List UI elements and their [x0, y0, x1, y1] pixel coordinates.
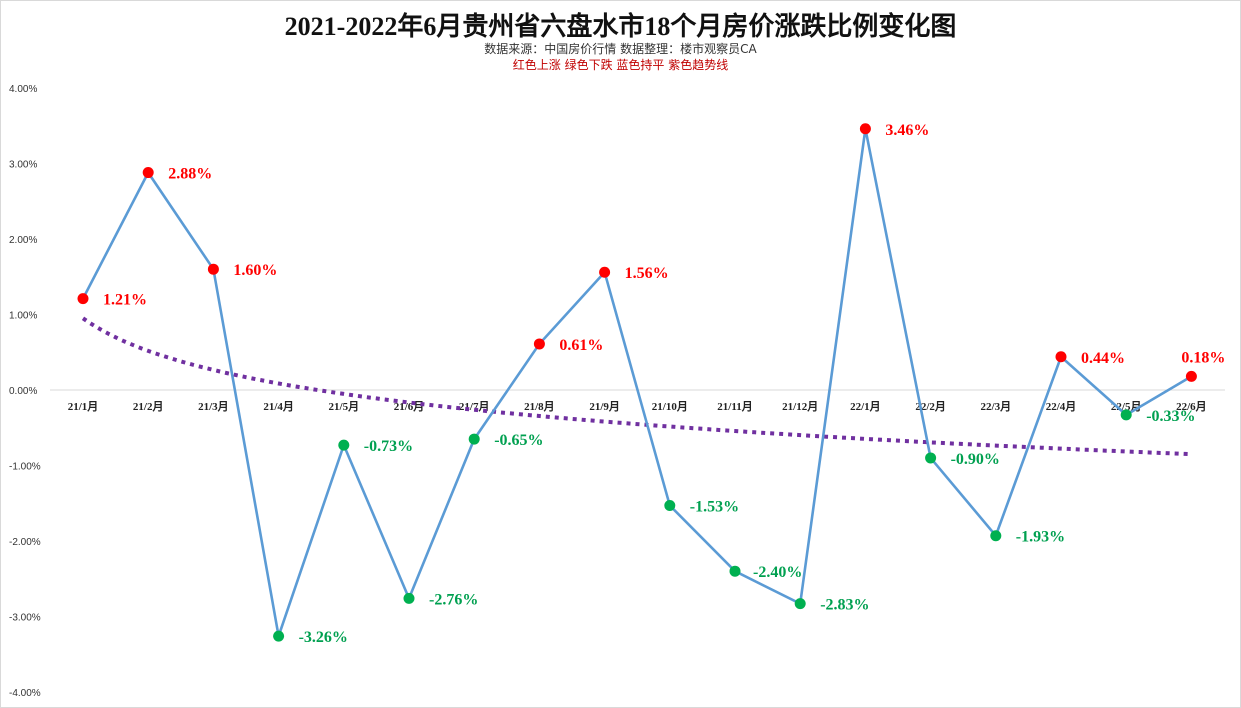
y-tick-label: 1.00% [9, 311, 37, 322]
x-tick-label: 21/9月 [589, 400, 620, 413]
data-label: 1.56% [625, 265, 669, 282]
y-tick-label: 3.00% [9, 160, 37, 171]
x-tick-label: 21/4月 [263, 400, 294, 413]
data-point [273, 630, 285, 642]
data-label: 1.21% [103, 292, 147, 309]
data-point [729, 565, 741, 577]
data-label: -2.76% [429, 591, 478, 608]
data-label: -2.40% [753, 564, 802, 581]
data-label: -1.53% [690, 499, 739, 516]
data-label: 2.88% [168, 166, 212, 183]
data-label: -0.33% [1146, 408, 1195, 425]
data-point [338, 439, 350, 451]
x-tick-label: 21/2月 [133, 400, 164, 413]
x-tick-label: 21/5月 [329, 400, 360, 413]
chart-title: 2021-2022年6月贵州省六盘水市18个月房价涨跌比例变化图 [284, 12, 957, 41]
x-tick-label: 22/1月 [850, 400, 881, 413]
x-tick-label: 21/12月 [782, 400, 818, 413]
data-label: 3.46% [885, 122, 929, 139]
chart-subtitle: 数据来源：中国房价行情 数据整理：楼市观察员CA [484, 42, 757, 56]
data-label: 1.60% [233, 262, 277, 279]
data-label: -0.73% [364, 438, 413, 455]
data-label: 0.18% [1181, 349, 1225, 366]
x-tick-label: 21/10月 [652, 400, 688, 413]
y-tick-label: -2.00% [9, 537, 41, 548]
y-tick-label: 0.00% [9, 386, 37, 397]
x-tick-label: 22/6月 [1176, 400, 1207, 413]
x-tick-label: 22/3月 [981, 400, 1012, 413]
x-tick-label: 21/3月 [198, 400, 229, 413]
y-tick-label: -3.00% [9, 613, 41, 624]
x-tick-label: 22/4月 [1046, 400, 1077, 413]
data-point [468, 433, 480, 445]
data-point [142, 167, 154, 179]
data-label: 0.61% [559, 337, 603, 354]
x-tick-label: 21/8月 [524, 400, 555, 413]
y-tick-label: 4.00% [9, 84, 37, 95]
data-point [207, 263, 219, 275]
trend-line [81, 316, 1192, 457]
x-tick-label: 21/1月 [68, 400, 99, 413]
data-label: -0.90% [951, 451, 1000, 468]
data-point [664, 500, 676, 512]
y-tick-label: 2.00% [9, 235, 37, 246]
data-point [925, 452, 937, 464]
data-point [794, 598, 806, 610]
chart-legend: 红色上涨 绿色下跌 蓝色持平 紫色趋势线 [512, 58, 729, 72]
data-point [77, 293, 89, 305]
data-label: -3.26% [299, 629, 348, 646]
x-tick-label: 22/2月 [915, 400, 946, 413]
series-line [81, 128, 1193, 637]
data-point [533, 338, 545, 350]
data-point [1120, 409, 1132, 421]
x-tick-label: 21/6月 [394, 400, 425, 413]
data-point [599, 266, 611, 278]
data-point [1055, 351, 1067, 363]
data-label: 0.44% [1081, 350, 1125, 367]
y-tick-label: -4.00% [9, 688, 41, 699]
data-point [403, 592, 415, 604]
x-tick-label: 21/11月 [717, 400, 752, 413]
data-label: -2.83% [820, 597, 869, 614]
data-label: -0.65% [494, 432, 543, 449]
data-point [1185, 370, 1197, 382]
data-point [990, 530, 1002, 542]
data-label: -1.93% [1016, 529, 1065, 546]
y-tick-label: -1.00% [9, 462, 41, 473]
data-point [859, 123, 871, 135]
